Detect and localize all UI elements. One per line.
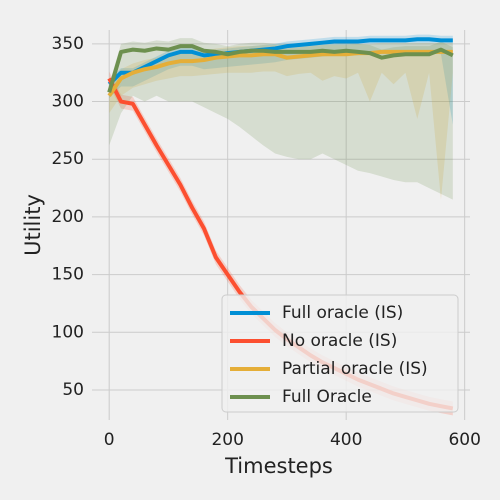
y-tick-label: 250	[52, 149, 84, 169]
y-tick-label: 350	[52, 34, 84, 54]
legend-label: No oracle (IS)	[282, 331, 397, 351]
y-tick-label: 300	[52, 92, 84, 112]
confidence-band	[109, 38, 453, 200]
legend-label: Full Oracle	[282, 387, 372, 407]
x-axis-label: Timesteps	[224, 454, 333, 478]
legend: Full oracle (IS) No oracle (IS) Partial or…	[221, 294, 459, 413]
x-tick-label: 200	[211, 430, 243, 450]
legend-label: Full oracle (IS)	[282, 303, 403, 323]
y-tick-label: 200	[52, 207, 84, 227]
series-line	[107, 44, 454, 93]
confidence-band	[109, 34, 453, 125]
y-tick-label: 150	[52, 265, 84, 285]
series-line	[107, 49, 453, 97]
confidence-band	[109, 42, 453, 200]
x-tick-label: 400	[330, 430, 362, 450]
legend-label: Partial oracle (IS)	[282, 359, 428, 379]
x-tick-label: 600	[448, 430, 480, 450]
y-tick-label: 100	[52, 322, 84, 342]
y-tick-label: 50	[62, 380, 84, 400]
x-tick-label: 0	[104, 430, 115, 450]
legend-box	[221, 294, 459, 413]
y-axis-label: Utility	[21, 194, 45, 256]
series-line	[107, 37, 453, 86]
